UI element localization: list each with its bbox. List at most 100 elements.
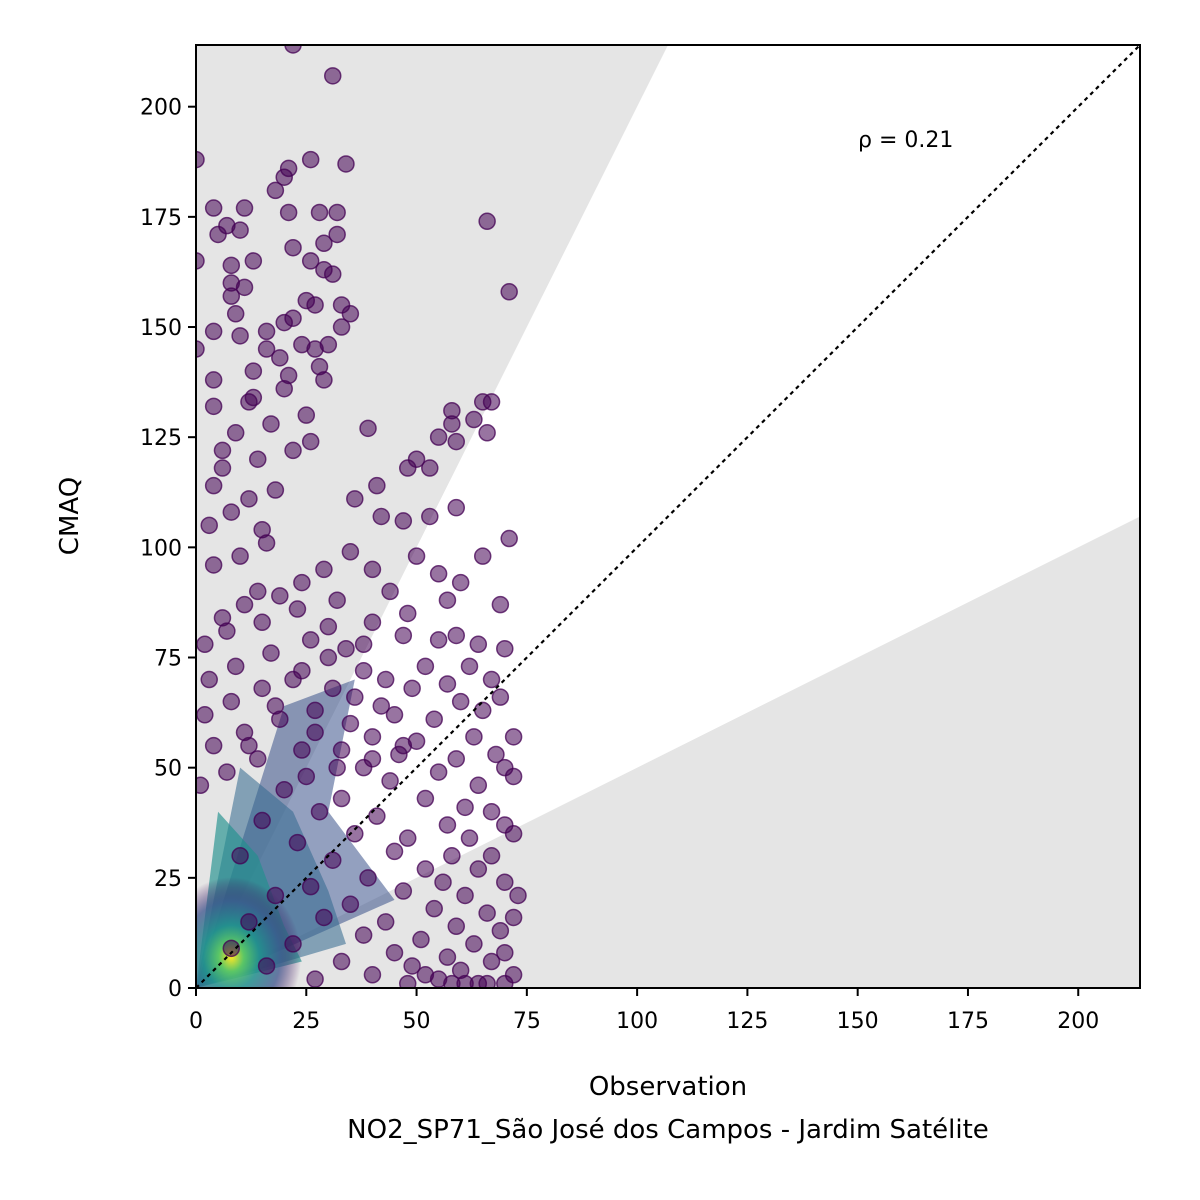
- data-point: [204, 371, 223, 389]
- data-point: [456, 886, 474, 905]
- data-point: [244, 362, 263, 380]
- data-point: [496, 974, 514, 988]
- data-point: [337, 155, 355, 173]
- data-point: [301, 150, 320, 169]
- data-point: [504, 825, 523, 843]
- x-tick-label: 125: [726, 1009, 768, 1034]
- data-point: [306, 296, 324, 314]
- data-point: [354, 926, 373, 944]
- data-point: [429, 565, 448, 583]
- y-axis: 0 25 50 75 100 125 150 175 200: [140, 96, 196, 1002]
- y-axis-label: CMAQ: [55, 477, 85, 555]
- data-point: [275, 780, 293, 799]
- x-tick-label: 100: [616, 1009, 658, 1034]
- data-point: [425, 899, 443, 918]
- data-point: [429, 631, 448, 649]
- data-point: [394, 512, 413, 530]
- data-point: [332, 952, 351, 971]
- data-point: [478, 424, 496, 442]
- data-point: [301, 432, 320, 451]
- data-point: [438, 816, 457, 834]
- data-point: [284, 935, 302, 953]
- data-point: [284, 670, 302, 689]
- data-point: [222, 287, 241, 305]
- data-point: [469, 860, 488, 878]
- data-point: [385, 943, 404, 962]
- data-point: [226, 424, 245, 442]
- data-point: [249, 750, 267, 768]
- y-tick-label: 75: [154, 647, 182, 672]
- data-point: [204, 476, 223, 495]
- data-point: [196, 706, 214, 724]
- data-point: [482, 393, 501, 411]
- data-point: [226, 305, 245, 323]
- data-point: [359, 869, 377, 887]
- data-point: [222, 939, 241, 958]
- x-axis: 0 25 50 75 100 125 150 175 200: [189, 988, 1099, 1034]
- data-point: [398, 829, 417, 847]
- data-point: [332, 318, 351, 336]
- data-point: [381, 582, 399, 601]
- data-point: [319, 335, 338, 354]
- data-point: [323, 851, 342, 869]
- data-point: [196, 252, 205, 270]
- data-point: [262, 644, 280, 662]
- y-tick-label: 125: [140, 426, 182, 451]
- data-point: [416, 860, 435, 878]
- data-point: [271, 587, 289, 605]
- x-tick-label: 200: [1057, 1009, 1099, 1034]
- data-point: [478, 212, 496, 231]
- data-point: [363, 750, 382, 768]
- x-tick-label: 75: [513, 1009, 541, 1034]
- data-point: [213, 459, 232, 477]
- data-point: [328, 203, 346, 222]
- data-point: [235, 723, 254, 742]
- y-tick-label: 150: [140, 316, 182, 341]
- data-point: [235, 595, 254, 614]
- data-point: [328, 758, 346, 777]
- data-point: [257, 322, 276, 341]
- data-point: [482, 847, 501, 865]
- data-point: [222, 256, 241, 275]
- data-point: [222, 503, 241, 521]
- data-point: [354, 661, 373, 680]
- data-point: [279, 203, 298, 222]
- data-point: [407, 547, 426, 565]
- data-point: [293, 335, 311, 354]
- data-point: [487, 745, 505, 764]
- data-point: [301, 631, 320, 649]
- data-point: [231, 221, 249, 239]
- data-point: [306, 970, 324, 988]
- data-point: [509, 886, 527, 905]
- data-point: [257, 957, 276, 975]
- data-point: [319, 617, 338, 636]
- data-point: [416, 966, 435, 984]
- data-point: [266, 886, 285, 905]
- data-point: [196, 635, 214, 654]
- data-point: [491, 921, 510, 940]
- data-point: [266, 181, 285, 200]
- y-tick-label: 175: [140, 206, 182, 231]
- data-point: [482, 952, 501, 971]
- data-point: [323, 679, 342, 698]
- data-point: [451, 692, 470, 711]
- data-point: [368, 476, 386, 495]
- data-point: [284, 238, 302, 257]
- data-point: [200, 670, 218, 689]
- data-point: [315, 908, 333, 927]
- data-point: [306, 701, 324, 720]
- data-point: [385, 842, 404, 861]
- one-to-one-line: [196, 45, 1140, 988]
- data-point: [204, 556, 223, 574]
- y-tick-label: 100: [140, 536, 182, 561]
- data-point: [244, 252, 263, 270]
- data-point: [231, 847, 249, 865]
- data-point: [319, 648, 338, 667]
- data-point: [443, 415, 461, 433]
- data-point: [473, 701, 492, 720]
- data-point: [222, 692, 241, 711]
- data-point: [332, 741, 351, 759]
- data-point: [200, 516, 218, 535]
- data-point: [398, 604, 417, 623]
- data-point: [491, 688, 510, 706]
